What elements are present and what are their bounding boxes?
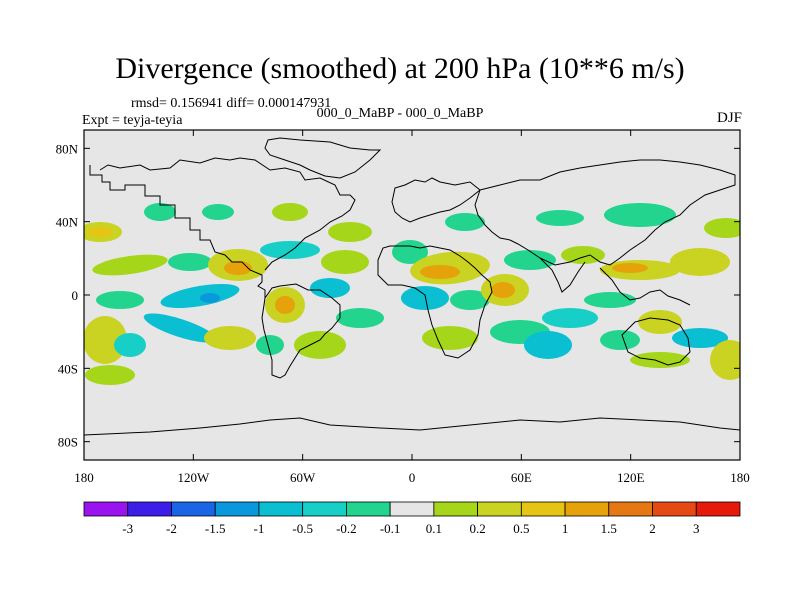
colorbar-swatch — [564, 501, 610, 517]
colorbar-swatch — [477, 501, 522, 517]
colorbar-swatch — [433, 501, 479, 517]
y-tick-label: 80N — [56, 141, 79, 156]
y-tick-label: 40S — [58, 361, 78, 376]
colorbar-swatch — [302, 501, 347, 517]
x-tick-label: 180 — [74, 470, 94, 485]
colorbar-swatch — [520, 501, 566, 517]
stats-text: rmsd= 0.156941 diff= 0.000147931 — [131, 96, 332, 111]
colorbar-label: -0.2 — [336, 521, 357, 536]
coastline-asia — [474, 159, 736, 266]
axes: 180 120W 60W 0 60E 120E 180 80N 40N 0 40S 80S — [56, 130, 750, 485]
runs-text: 000_0_MaBP - 000_0_MaBP — [316, 106, 484, 121]
coastline-north-america-east — [99, 157, 356, 271]
y-tick-label: 80S — [58, 435, 78, 450]
coastline-europe — [391, 177, 481, 223]
colorbar-swatch — [127, 501, 172, 517]
y-tick-label: 40N — [56, 215, 79, 230]
x-tick-label: 0 — [409, 470, 416, 485]
colorbar-label: 1 — [562, 521, 569, 536]
colorbar-swatch — [695, 501, 741, 517]
colorbar-swatch — [608, 501, 653, 517]
colorbar-swatch — [345, 501, 391, 517]
coastline-greenland — [264, 137, 382, 179]
colorbar-label: -3 — [122, 521, 133, 536]
colorbar: -3 -2 -1.5 -1 -0.5 -0.2 -0.1 0.1 0.2 0.5 1 1.5 2 3 — [83, 501, 741, 536]
colorbar-label: 0.2 — [469, 521, 485, 536]
y-tick-label: 0 — [72, 288, 79, 303]
colorbar-label: 3 — [693, 521, 700, 536]
coastline-antarctica — [84, 417, 740, 436]
coastlines — [84, 137, 740, 436]
x-tick-label: 180 — [730, 470, 750, 485]
coastline-south-america — [261, 283, 341, 379]
experiment-text: Expt = teyja-teyia — [82, 113, 183, 128]
coastline-north-america — [89, 165, 266, 298]
x-tick-label: 60W — [290, 470, 316, 485]
colorbar-label: 0.1 — [426, 521, 442, 536]
coastline-southeast-asia — [599, 267, 691, 306]
colorbar-label: -0.5 — [292, 521, 313, 536]
contour-blob — [84, 203, 740, 385]
coastline-africa — [377, 245, 493, 359]
contour-fills — [84, 203, 740, 385]
chart-title: Divergence (smoothed) at 200 hPa (10**6 … — [115, 52, 685, 85]
x-tick-label: 120E — [617, 470, 645, 485]
colorbar-swatch — [652, 501, 697, 517]
colorbar-label: 2 — [649, 521, 656, 536]
colorbar-label: -1 — [254, 521, 265, 536]
season-label: DJF — [716, 110, 742, 126]
colorbar-swatch — [258, 501, 304, 517]
colorbar-swatch — [83, 501, 129, 517]
colorbar-label: -0.1 — [380, 521, 401, 536]
coastline-india — [539, 257, 586, 293]
coastline-australia — [621, 317, 691, 366]
colorbar-swatch — [389, 501, 435, 517]
x-tick-label: 60E — [511, 470, 532, 485]
colorbar-label: -2 — [166, 521, 177, 536]
colorbar-label: 0.5 — [513, 521, 529, 536]
colorbar-label: -1.5 — [205, 521, 226, 536]
x-tick-label: 120W — [177, 470, 210, 485]
colorbar-swatch — [171, 501, 216, 517]
colorbar-swatch — [214, 501, 260, 517]
colorbar-label: 1.5 — [601, 521, 617, 536]
